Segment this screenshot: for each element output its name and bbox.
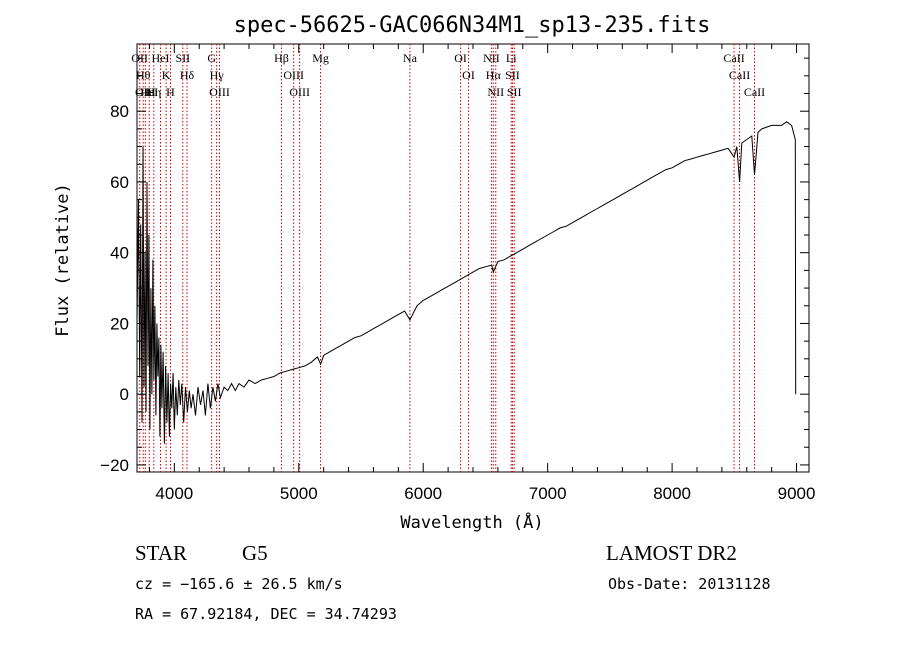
x-tick-label: 9000 xyxy=(778,484,816,503)
spectral-line-label: OI xyxy=(462,68,475,82)
spectral-line-label: SII xyxy=(507,85,522,99)
spectral-line-label: CaII xyxy=(723,51,744,65)
spectral-line-markers xyxy=(139,44,755,472)
spectral-line-label: Hβ xyxy=(274,51,289,65)
spectral-line-label: OIII xyxy=(135,85,156,99)
spectral-line-labels: OIIHθOIIIHeIHηHeIKHSIIHδGHγOIIIHβOIIIOII… xyxy=(131,51,765,99)
x-tick-label: 7000 xyxy=(529,484,567,503)
spectral-line-label: Li xyxy=(506,51,517,65)
spectral-line-label: OIII xyxy=(209,85,230,99)
axis-tick-labels: 4000 5000 6000 7000 8000 9000 −20 0 20 40 60 80 xyxy=(100,102,815,503)
y-axis-label: Flux (relative) xyxy=(53,183,73,337)
spectral-line-label: SII xyxy=(505,68,520,82)
x-tick-label: 8000 xyxy=(653,484,691,503)
spectral-line-label: Hγ xyxy=(210,68,225,82)
survey-name: LAMOST DR2 xyxy=(606,541,737,565)
spectral-line-label: K xyxy=(162,68,171,82)
spectral-line-label: CaII xyxy=(744,85,765,99)
x-tick-label: 5000 xyxy=(280,484,318,503)
spectral-line-label: HeI xyxy=(152,51,170,65)
spectral-line-label: H xyxy=(166,85,175,99)
object-subclass: G5 xyxy=(242,541,268,565)
spectral-line-label: Na xyxy=(403,51,418,65)
y-tick-label: 80 xyxy=(110,102,129,121)
spectral-line-label: HeI xyxy=(140,85,158,99)
spectral-line-label: OI xyxy=(454,51,467,65)
y-tick-label: 60 xyxy=(110,173,129,192)
chart-title: spec-56625-GAC066N34M1_sp13-235.fits xyxy=(234,13,711,38)
spectral-line-label: OIII xyxy=(283,68,304,82)
object-class: STAR xyxy=(135,541,187,565)
x-tick-label: 4000 xyxy=(155,484,193,503)
spectral-line-label: OIII xyxy=(289,85,310,99)
y-tick-label: 40 xyxy=(110,244,129,263)
y-tick-label: 0 xyxy=(120,385,129,404)
spectral-line-label: Hα xyxy=(486,68,502,82)
spectral-line-label: Hη xyxy=(146,85,161,99)
axis-ticks xyxy=(137,44,809,472)
spectral-line-label: NII xyxy=(487,85,504,99)
plot-frame xyxy=(136,43,810,473)
spectrum-line xyxy=(136,121,797,444)
spectral-line-label: NII xyxy=(483,51,500,65)
spectral-line-label: G xyxy=(207,51,216,65)
x-tick-label: 6000 xyxy=(404,484,442,503)
spectral-line-label: Hδ xyxy=(180,68,195,82)
y-tick-label: −20 xyxy=(100,456,129,475)
spectral-line-label: Mg xyxy=(312,51,329,65)
x-axis-label: Wavelength (Å) xyxy=(400,511,543,533)
observation-date: Obs-Date: 20131128 xyxy=(608,575,771,593)
redshift-velocity: cz = −165.6 ± 26.5 km/s xyxy=(135,575,343,593)
spectral-line-label: CaII xyxy=(729,68,750,82)
spectral-line-label: SII xyxy=(175,51,190,65)
coordinates: RA = 67.92184, DEC = 34.74293 xyxy=(135,605,397,623)
spectral-line-label: Hθ xyxy=(136,68,151,82)
y-tick-label: 20 xyxy=(110,314,129,333)
